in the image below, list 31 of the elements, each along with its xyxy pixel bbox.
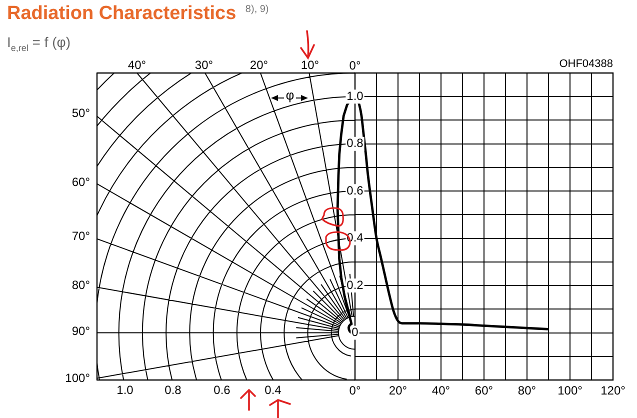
text: 90°: [72, 324, 90, 338]
y-tick-label: 0.2: [346, 278, 364, 292]
text: φ: [286, 87, 294, 102]
x-tick-label: 80°: [518, 383, 536, 398]
text: 40°: [128, 58, 146, 72]
y-tick-label: 0.6: [346, 183, 364, 198]
text: 20°: [250, 58, 268, 72]
y-tick-label: 0.8: [346, 136, 364, 150]
x-tick-label: 60°: [474, 383, 494, 398]
text: 50°: [72, 106, 90, 120]
y-tick-label: 1.0: [346, 88, 364, 103]
y-tick-label: 0: [352, 325, 359, 340]
x-tick-label: 120°: [600, 383, 626, 398]
text: 60°: [72, 175, 90, 190]
x-tick-label: 40°: [432, 383, 450, 398]
text: 100°: [65, 371, 90, 386]
text: 1.0: [116, 383, 134, 398]
y-axis-title: 0°: [349, 58, 361, 72]
x-tick-label: 20°: [388, 383, 408, 398]
text: 30°: [194, 58, 214, 72]
x-tick-label: 0°: [349, 383, 361, 398]
text: Radiation Characteristics $^{8), 9)}$: [7, 3, 269, 25]
x-tick-label: 100°: [558, 383, 583, 398]
text: 70°: [72, 229, 90, 244]
text: 0.4: [264, 383, 282, 398]
text: 10°: [300, 58, 320, 72]
text: 0.6: [214, 383, 231, 398]
text: 0.8: [164, 383, 182, 398]
text: OHF04388: [559, 58, 613, 70]
text: I$_{e,rel}$ = f (φ): [7, 34, 71, 53]
text: 80°: [72, 278, 90, 292]
